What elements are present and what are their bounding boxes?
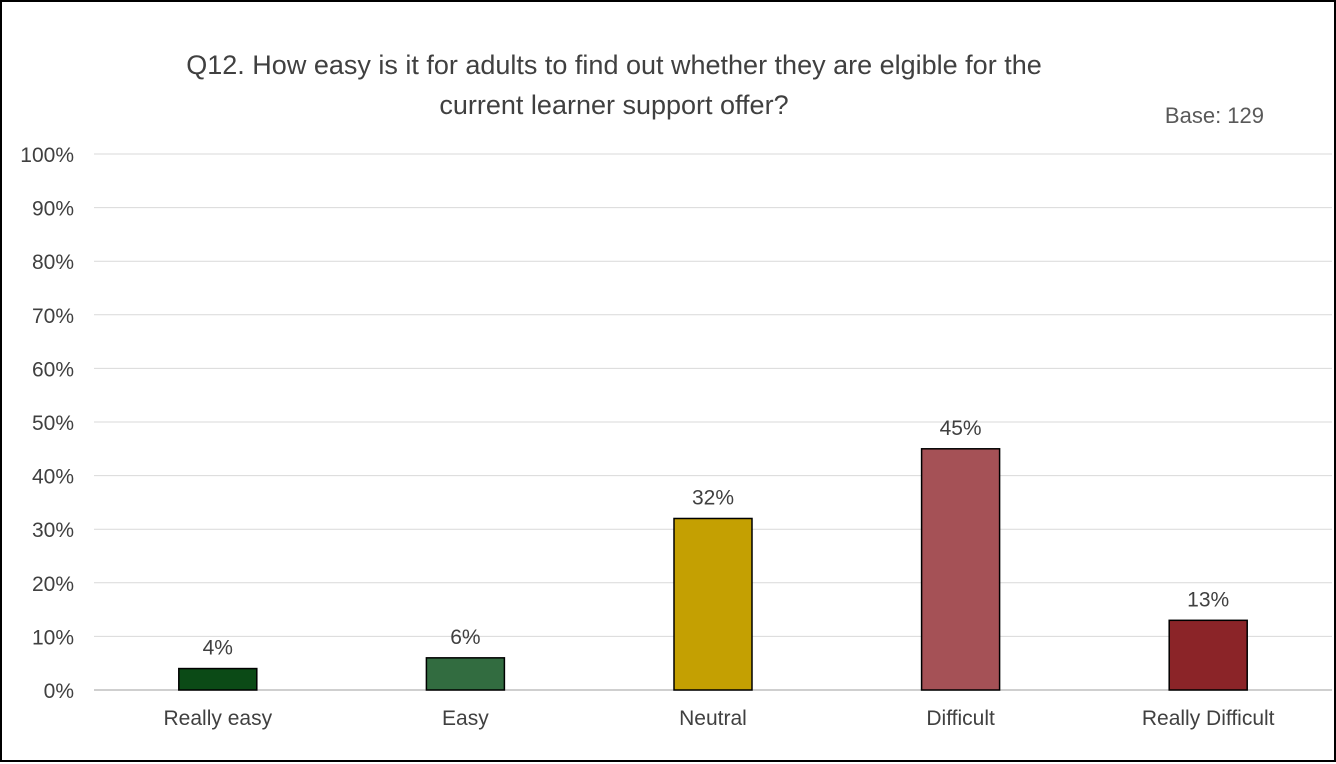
data-label: 4% [203, 637, 233, 660]
y-tick-label: 30% [32, 519, 74, 542]
y-tick-label: 0% [44, 680, 74, 703]
chart-title-line-2: current learner support offer? [439, 90, 788, 120]
data-label: 6% [450, 626, 480, 649]
y-tick-label: 20% [32, 573, 74, 596]
bar [1169, 620, 1247, 690]
y-tick-label: 50% [32, 412, 74, 435]
y-tick-label: 90% [32, 198, 74, 221]
y-tick-label: 80% [32, 251, 74, 274]
bars [179, 449, 1247, 690]
chart-title-line-1: Q12. How easy is it for adults to find o… [186, 50, 1041, 80]
data-label: 32% [692, 486, 734, 509]
x-tick-label: Really Difficult [1142, 707, 1275, 730]
y-tick-label: 70% [32, 305, 74, 328]
y-axis-tick-labels: 0% 10% 20% 30% 40% 50% 60% 70% 80% 90% 100% [20, 144, 74, 703]
y-tick-label: 100% [20, 144, 74, 167]
y-tick-label: 40% [32, 466, 74, 489]
x-tick-label: Neutral [679, 707, 747, 730]
x-tick-label: Really easy [164, 707, 273, 730]
y-tick-label: 60% [32, 358, 74, 381]
x-axis-tick-labels: Really easy Easy Neutral Difficult Really Di… [164, 707, 1275, 730]
base-label: Base: 129 [1165, 103, 1264, 128]
bar [674, 518, 752, 690]
data-label: 13% [1187, 588, 1229, 611]
x-tick-label: Easy [442, 707, 489, 730]
bar [922, 449, 1000, 690]
y-tick-label: 10% [32, 626, 74, 649]
data-label: 45% [940, 417, 982, 440]
x-tick-label: Difficult [926, 707, 995, 730]
bar [426, 658, 504, 690]
bar [179, 669, 257, 690]
